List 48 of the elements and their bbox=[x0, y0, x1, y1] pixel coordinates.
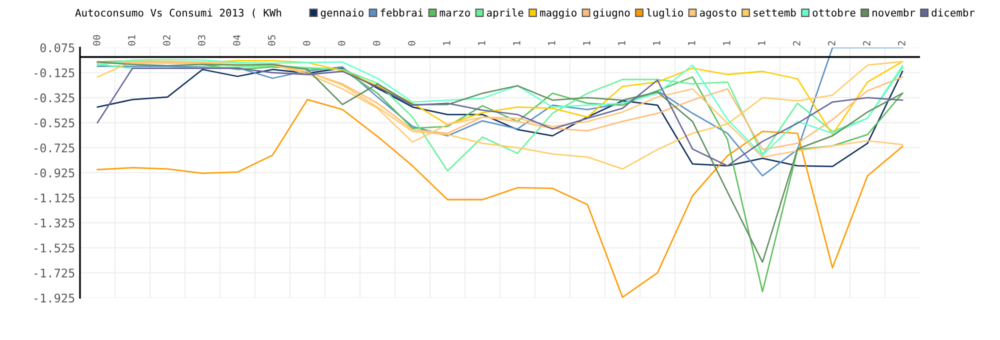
x-tick-label: 0 bbox=[302, 40, 310, 46]
y-tick-label: -1.125 bbox=[34, 194, 74, 202]
y-tick-label: 0.075 bbox=[40, 43, 74, 52]
y-tick-label: -0.925 bbox=[34, 168, 74, 178]
legend-label: gennaio bbox=[320, 8, 364, 19]
legend-label: settemb bbox=[754, 8, 796, 17]
x-tick-label: 1 bbox=[653, 41, 660, 46]
legend-label: luglio bbox=[646, 8, 683, 19]
legend-label: maggio bbox=[540, 8, 576, 19]
x-tick-label: 2 bbox=[792, 41, 800, 46]
x-tick-label: 0 bbox=[338, 40, 346, 46]
x-tick-label: 05 bbox=[268, 35, 276, 46]
y-tick-label: -1.925 bbox=[34, 294, 74, 303]
legend-label: aprile bbox=[486, 8, 524, 19]
y-tick-label: -0.325 bbox=[34, 93, 74, 102]
x-tick-label: 1 bbox=[443, 41, 450, 46]
y-tick-label: -0.125 bbox=[34, 68, 74, 78]
x-tick-label: 1 bbox=[583, 41, 590, 46]
x-tick-label: 0 bbox=[408, 40, 416, 46]
legend-label: ottobre bbox=[812, 8, 856, 17]
x-tick-label: 00 bbox=[92, 35, 100, 46]
x-tick-label: 1 bbox=[513, 41, 520, 46]
legend-label: agosto bbox=[700, 9, 736, 19]
legend-label: giugno bbox=[593, 8, 630, 19]
x-tick-label: 04 bbox=[232, 34, 240, 46]
x-tick-label: 1 bbox=[723, 41, 730, 46]
legend-label: dicembr bbox=[932, 8, 975, 17]
x-tick-label: 2 bbox=[898, 41, 906, 46]
legend-label: marzo bbox=[440, 10, 470, 17]
x-tick-label: 02 bbox=[162, 35, 170, 46]
legend-label: febbrai bbox=[380, 8, 423, 17]
y-tick-label: -1.325 bbox=[34, 218, 74, 228]
x-tick-label: 0 bbox=[372, 40, 380, 46]
y-tick-label: -0.725 bbox=[34, 143, 74, 152]
x-tick-label: 1 bbox=[758, 41, 766, 46]
x-tick-label: 1 bbox=[478, 41, 486, 46]
x-tick-label: 1 bbox=[548, 41, 556, 46]
x-tick-label: 01 bbox=[128, 35, 136, 46]
chart-title: Autoconsumo Vs Consumi 2013 ( KWh bbox=[75, 8, 282, 18]
y-tick-label: -1.725 bbox=[34, 268, 74, 278]
x-tick-label: 2 bbox=[862, 41, 870, 46]
y-tick-label: -1.525 bbox=[34, 244, 74, 252]
y-tick-label: -0.525 bbox=[34, 118, 74, 128]
x-tick-label: 1 bbox=[618, 41, 626, 46]
legend-label: novembr bbox=[872, 8, 916, 17]
x-tick-label: 2 bbox=[828, 41, 836, 46]
x-tick-label: 03 bbox=[198, 35, 206, 46]
x-tick-label: 1 bbox=[688, 41, 696, 46]
